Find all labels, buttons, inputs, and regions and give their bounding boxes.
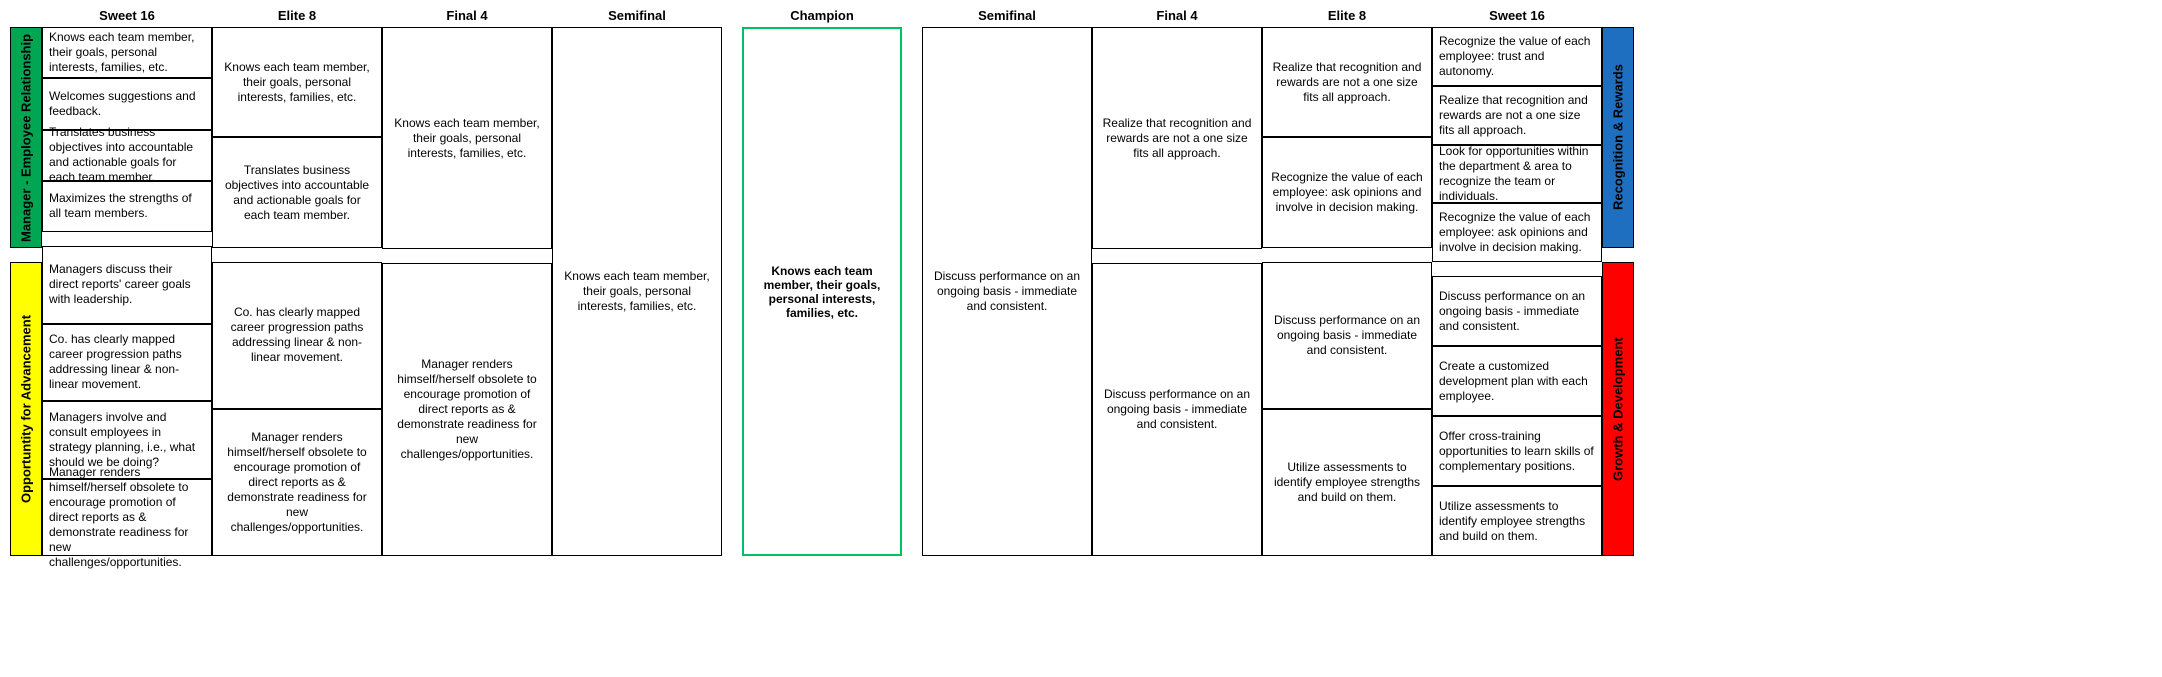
col-elite8-left: Knows each team member, their goals, per… (212, 27, 382, 556)
s16-left-bot-2: Co. has clearly mapped career progressio… (42, 324, 212, 402)
e8-right-top-1: Realize that recognition and rewards are… (1262, 27, 1432, 137)
s16-left-top-3: Translates business objectives into acco… (42, 130, 212, 181)
vlabel-recognition: Recognition & Rewards (1602, 27, 1634, 248)
header-semifinal-right: Semifinal (922, 6, 1092, 25)
s16-right-top-1: Recognize the value of each employee: tr… (1432, 27, 1602, 86)
header-final4-right: Final 4 (1092, 6, 1262, 25)
s16-right-bot-3: Offer cross-training opportunities to le… (1432, 416, 1602, 486)
e8-left-bot-1: Co. has clearly mapped career progressio… (212, 262, 382, 409)
col-sweet16-right: Recognize the value of each employee: tr… (1432, 27, 1602, 556)
e8-right-top-2: Recognize the value of each employee: as… (1262, 137, 1432, 247)
s16-right-bot-4: Utilize assessments to identify employee… (1432, 486, 1602, 556)
s16-left-bot-4: Manager renders himself/herself obsolete… (42, 479, 212, 557)
e8-right-bot-1: Discuss performance on an ongoing basis … (1262, 262, 1432, 409)
f4-left-bot: Manager renders himself/herself obsolete… (382, 263, 552, 556)
left-category-labels: Manager - Employee Relationship Opportun… (10, 27, 42, 556)
s16-left-top-2: Welcomes suggestions and feedback. (42, 78, 212, 129)
header-semifinal-left: Semifinal (552, 6, 722, 25)
semi-right: Discuss performance on an ongoing basis … (922, 27, 1092, 556)
s16-left-bot-1: Managers discuss their direct reports' c… (42, 246, 212, 324)
col-elite8-right: Realize that recognition and rewards are… (1262, 27, 1432, 556)
champion-cell: Knows each team member, their goals, per… (742, 27, 902, 556)
col-champion: Knows each team member, their goals, per… (742, 27, 902, 556)
vlabel-growth: Growth & Development (1602, 262, 1634, 556)
s16-right-bot-2: Create a customized development plan wit… (1432, 346, 1602, 416)
e8-left-bot-2: Manager renders himself/herself obsolete… (212, 409, 382, 556)
f4-right-bot: Discuss performance on an ongoing basis … (1092, 263, 1262, 556)
col-final4-left: Knows each team member, their goals, per… (382, 27, 552, 556)
col-sweet16-left: Knows each team member, their goals, per… (42, 27, 212, 556)
s16-left-top-4: Maximizes the strengths of all team memb… (42, 181, 212, 232)
s16-left-top-1: Knows each team member, their goals, per… (42, 27, 212, 78)
header-elite8-right: Elite 8 (1262, 6, 1432, 25)
s16-right-top-3: Look for opportunities within the depart… (1432, 145, 1602, 204)
e8-left-top-2: Translates business objectives into acco… (212, 137, 382, 247)
header-elite8-left: Elite 8 (212, 6, 382, 25)
header-sweet16-left: Sweet 16 (42, 6, 212, 25)
f4-left-top: Knows each team member, their goals, per… (382, 27, 552, 249)
column-headers: Sweet 16 Elite 8 Final 4 Semifinal Champ… (10, 6, 2152, 25)
col-semifinal-left: Knows each team member, their goals, per… (552, 27, 722, 556)
header-champion: Champion (742, 6, 902, 25)
s16-right-top-4: Recognize the value of each employee: as… (1432, 203, 1602, 262)
header-final4-left: Final 4 (382, 6, 552, 25)
e8-right-bot-2: Utilize assessments to identify employee… (1262, 409, 1432, 556)
s16-right-bot-1: Discuss performance on an ongoing basis … (1432, 276, 1602, 346)
vlabel-opportunity: Opportuntity for Advancement (10, 262, 42, 556)
bracket-diagram: Sweet 16 Elite 8 Final 4 Semifinal Champ… (0, 0, 2162, 566)
e8-left-top-1: Knows each team member, their goals, per… (212, 27, 382, 137)
right-category-labels: Recognition & Rewards Growth & Developme… (1602, 27, 1634, 556)
bracket-body: Manager - Employee Relationship Opportun… (10, 27, 2152, 556)
f4-right-top: Realize that recognition and rewards are… (1092, 27, 1262, 249)
semi-left: Knows each team member, their goals, per… (552, 27, 722, 556)
header-sweet16-right: Sweet 16 (1432, 6, 1602, 25)
col-semifinal-right: Discuss performance on an ongoing basis … (922, 27, 1092, 556)
s16-right-top-2: Realize that recognition and rewards are… (1432, 86, 1602, 145)
col-final4-right: Realize that recognition and rewards are… (1092, 27, 1262, 556)
vlabel-manager-employee: Manager - Employee Relationship (10, 27, 42, 248)
